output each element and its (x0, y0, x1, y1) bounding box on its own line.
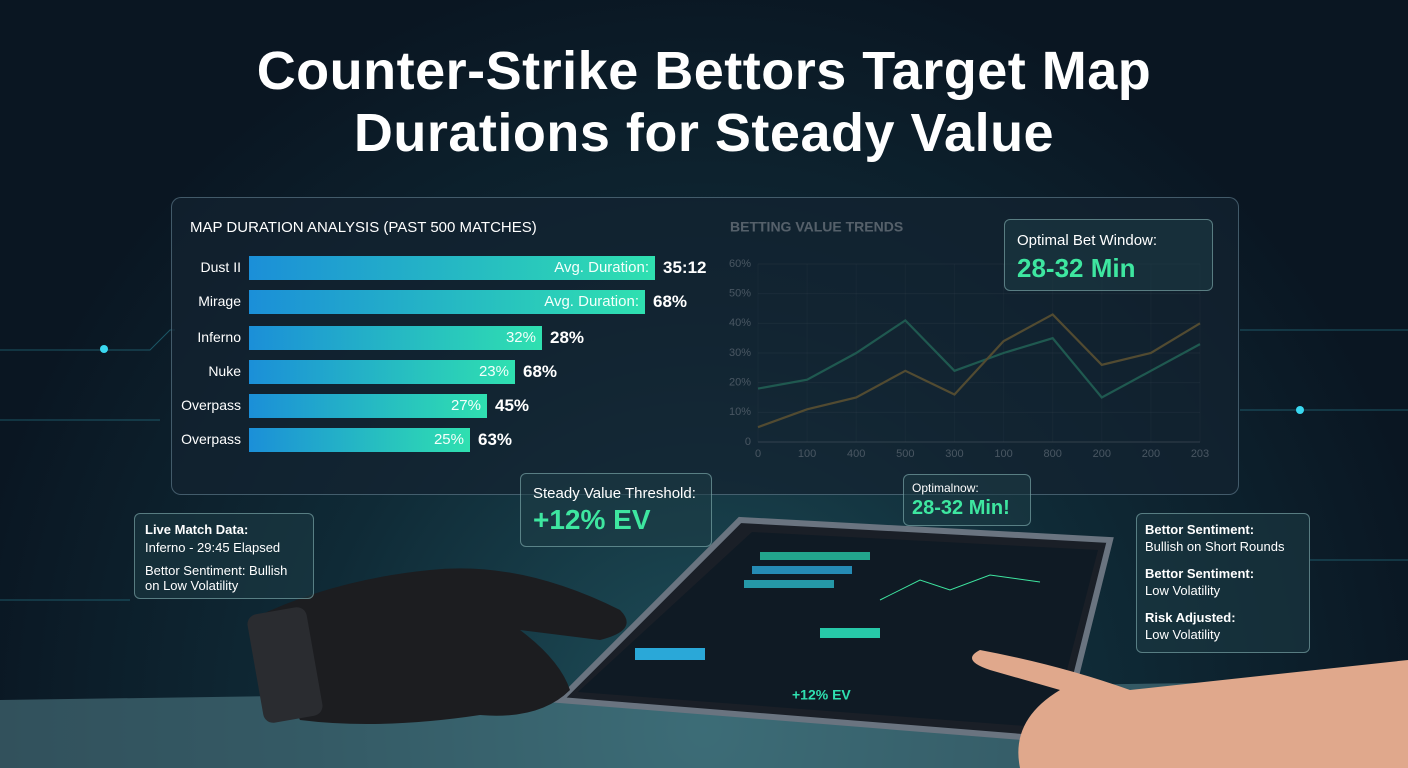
bar-inner-text: 25% (433, 431, 464, 448)
headline: Counter-Strike Bettors Target Map Durati… (256, 41, 1152, 163)
node-dot (100, 345, 108, 353)
bar-inner-text: 23% (478, 363, 509, 380)
duration-bar (249, 326, 542, 350)
live-title: Live Match Data: (145, 522, 249, 537)
sentiment-detail: Low Volatility (1145, 583, 1221, 598)
sentiment-title: Bettor Sentiment: (1145, 522, 1255, 537)
duration-bar (249, 290, 645, 314)
bar-inner-text: Avg. Duration: (544, 293, 639, 310)
tablet (553, 516, 1114, 744)
bar-inner-text: 32% (505, 329, 536, 346)
row-value: 68% (523, 362, 558, 381)
optimal-window-value: 28-32 Min (1017, 253, 1136, 283)
duration-bar (249, 394, 487, 418)
duration-bar (249, 360, 515, 384)
sentiment-title: Bettor Sentiment: (1145, 566, 1255, 581)
row-label: Nuke (208, 363, 241, 379)
row-value: 63% (478, 430, 513, 449)
row-value: 35:12 (663, 258, 707, 277)
row-label: Overpass (181, 397, 241, 413)
optimal-window: Optimal Bet Window: 28-32 Min (1004, 219, 1213, 291)
row-label: Dust II (200, 259, 241, 275)
duration-heading: MAP DURATION ANALYSIS (PAST 500 MATCHES) (190, 219, 537, 236)
threshold-box: Steady Value Threshold: +12% EV (520, 473, 712, 547)
optimal-tag: Optimalnow: 28-32 Min! (903, 474, 1031, 526)
tablet-ev: +12% EV (792, 687, 851, 703)
row-label: Inferno (197, 329, 241, 345)
threshold-value: +12% EV (533, 504, 651, 535)
live-panel: Live Match Data: Inferno - 29:45 Elapsed… (134, 513, 314, 599)
glove-hand (247, 568, 627, 724)
pointing-hand (972, 650, 1408, 768)
bar-inner-text: 27% (450, 397, 481, 414)
duration-bar (249, 256, 655, 280)
sentiment-detail: Low Volatility (1145, 627, 1221, 642)
optimal-tag-value: 28-32 Min! (912, 497, 1010, 519)
row-value: 68% (653, 292, 688, 311)
optimal-tag-label: Optimalnow: (912, 481, 979, 495)
duration-bar (249, 428, 470, 452)
node-dot (1296, 406, 1304, 414)
row-label: Overpass (181, 431, 241, 447)
row-label: Mirage (198, 293, 241, 309)
sentiment-title: Risk Adjusted: (1145, 610, 1236, 625)
live-detail: Inferno - 29:45 Elapsed (145, 540, 281, 555)
sentiment-detail: Bullish on Short Rounds (1145, 539, 1285, 554)
threshold-label: Steady Value Threshold: (533, 485, 696, 502)
sentiment-panel: Bettor Sentiment: Bullish on Short Rounds… (1136, 513, 1310, 653)
optimal-window-label: Optimal Bet Window: (1017, 232, 1158, 249)
live-sentiment: Bettor Sentiment: Bullish on Low Volatil… (145, 563, 288, 593)
row-value: 45% (495, 396, 530, 415)
bar-inner-text: Avg. Duration: (554, 259, 649, 276)
row-value: 28% (550, 328, 585, 347)
